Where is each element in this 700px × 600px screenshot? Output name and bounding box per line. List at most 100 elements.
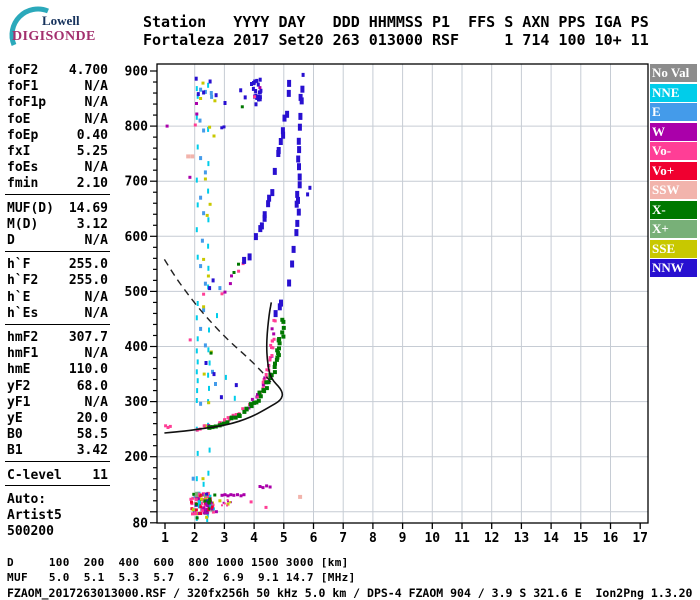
E-region-echo-blob bbox=[189, 491, 218, 516]
legend-item-nne: NNE bbox=[650, 83, 697, 102]
svg-text:8: 8 bbox=[369, 531, 377, 546]
scatter-dots-SSW-salmon bbox=[186, 154, 303, 499]
param-label: Auto: bbox=[7, 491, 47, 507]
param-value: N/A bbox=[84, 394, 108, 410]
header-column-titles: Station YYYY DAY DDD HHMMSS P1 FFS S AXN… bbox=[143, 13, 649, 31]
param-divider bbox=[5, 485, 110, 487]
legend-label: NNE bbox=[652, 84, 680, 100]
y-axis-ticks: 900 800 700 600 500 400 300 200 80 bbox=[125, 65, 157, 531]
param-value: 68.0 bbox=[76, 378, 108, 394]
param-label: Artist5 bbox=[7, 508, 62, 523]
calculated-curve-dashed bbox=[163, 259, 274, 385]
svg-text:3: 3 bbox=[220, 531, 228, 546]
legend-item-ssw: SSW bbox=[650, 181, 697, 199]
param-value: 20.0 bbox=[76, 411, 108, 426]
param-value: 4.700 bbox=[68, 63, 108, 78]
scatter-dots-pink-extra bbox=[164, 123, 268, 509]
svg-text:12: 12 bbox=[484, 531, 500, 546]
param-value: N/A bbox=[84, 305, 108, 321]
svg-text:4: 4 bbox=[250, 531, 258, 546]
echo-direction-legend: No Val NNE E W Vo- Vo+ SSW X- X+ SSE NNW bbox=[650, 64, 698, 279]
svg-text:1: 1 bbox=[161, 531, 169, 546]
param-label: hmE bbox=[7, 362, 31, 378]
param-label: B0 bbox=[7, 427, 23, 443]
param-value: 2.10 bbox=[76, 176, 108, 192]
param-label: foF1p bbox=[7, 95, 47, 111]
param-value: 307.7 bbox=[68, 330, 108, 345]
param-label: fmin bbox=[7, 176, 39, 192]
param-value: 14.69 bbox=[68, 200, 108, 216]
param-label: D bbox=[7, 233, 15, 248]
param-value: N/A bbox=[84, 160, 108, 176]
svg-text:16: 16 bbox=[603, 531, 619, 546]
param-label: B1 bbox=[7, 443, 23, 459]
param-label: 500200 bbox=[7, 524, 54, 540]
svg-text:5: 5 bbox=[280, 531, 288, 546]
param-value: 255.0 bbox=[68, 257, 108, 273]
legend-label: No Val bbox=[652, 65, 690, 80]
param-label: h`F2 bbox=[7, 273, 39, 289]
svg-text:2: 2 bbox=[191, 531, 199, 546]
param-value: 58.5 bbox=[76, 427, 108, 443]
param-divider bbox=[5, 250, 110, 252]
svg-text:7: 7 bbox=[339, 531, 347, 546]
param-value: N/A bbox=[84, 79, 108, 95]
legend-item-x-: X- bbox=[650, 200, 697, 219]
F-trace-2hop-blue bbox=[242, 79, 292, 264]
param-value: N/A bbox=[84, 346, 108, 362]
param-label: h`F bbox=[7, 257, 31, 273]
distance-row: D 100 200 400 600 800 1000 1500 3000 [km… bbox=[7, 556, 349, 569]
legend-label: W bbox=[652, 123, 665, 139]
param-label: MUF(D) bbox=[7, 200, 54, 216]
svg-text:800: 800 bbox=[125, 120, 149, 135]
svg-text:17: 17 bbox=[632, 531, 648, 546]
svg-text:300: 300 bbox=[125, 395, 149, 410]
legend-label: SSE bbox=[652, 240, 676, 256]
legend-label: Vo- bbox=[652, 143, 672, 158]
scatter-dots-NNW-blue bbox=[194, 72, 312, 400]
svg-text:600: 600 bbox=[125, 230, 149, 245]
legend-item-nnw: NNW bbox=[650, 259, 697, 277]
logo-text-lowell: Lowell bbox=[42, 13, 80, 28]
scatter-dots-W-magenta bbox=[165, 102, 272, 498]
svg-text:10: 10 bbox=[424, 531, 440, 546]
logo-arc-icon bbox=[9, 6, 49, 46]
param-label: yE bbox=[7, 411, 23, 426]
F-trace-3hop-mixed bbox=[220, 86, 262, 130]
svg-text:200: 200 bbox=[125, 450, 149, 465]
muf-row: MUF 5.0 5.1 5.3 5.7 6.2 6.9 9.1 14.7 [MH… bbox=[7, 571, 356, 584]
param-label: foF2 bbox=[7, 63, 39, 78]
F-trace-1hop-top-spread bbox=[273, 85, 305, 318]
legend-label: X- bbox=[652, 201, 666, 217]
param-value: 5.25 bbox=[76, 144, 108, 159]
param-value: N/A bbox=[84, 289, 108, 305]
svg-text:400: 400 bbox=[125, 340, 149, 355]
param-label: yF2 bbox=[7, 378, 31, 394]
file-status-line: FZAOM_2017263013000.RSF / 320fx256h 50 k… bbox=[7, 586, 693, 600]
logo-text-digisonde: DIGISONDE bbox=[12, 29, 96, 44]
svg-text:900: 900 bbox=[125, 65, 149, 80]
header-station-values: Fortaleza 2017 Set20 263 013000 RSF 1 71… bbox=[143, 31, 649, 49]
svg-text:700: 700 bbox=[125, 175, 149, 190]
param-value: N/A bbox=[84, 95, 108, 111]
lowell-digisonde-logo: Lowell DIGISONDE bbox=[6, 5, 126, 51]
legend-label: SSW bbox=[652, 182, 680, 197]
legend-item-e: E bbox=[650, 103, 697, 121]
3hop-blue-patch bbox=[250, 77, 263, 107]
scatter-dots-SSE-yellow bbox=[199, 81, 230, 519]
legend-item-w: W bbox=[650, 122, 697, 141]
legend-item-noval: No Val bbox=[650, 64, 697, 82]
param-label: foEp bbox=[7, 127, 39, 143]
param-label: foF1 bbox=[7, 79, 39, 95]
param-label: foE bbox=[7, 111, 31, 127]
svg-text:15: 15 bbox=[573, 531, 589, 546]
param-value: N/A bbox=[84, 233, 108, 248]
svg-text:9: 9 bbox=[399, 531, 407, 546]
param-value: 11 bbox=[92, 467, 108, 483]
param-value: N/A bbox=[84, 111, 108, 127]
svg-text:6: 6 bbox=[310, 531, 318, 546]
legend-item-vo-: Vo- bbox=[650, 142, 697, 160]
svg-text:80: 80 bbox=[132, 516, 148, 531]
svg-text:11: 11 bbox=[454, 531, 470, 546]
